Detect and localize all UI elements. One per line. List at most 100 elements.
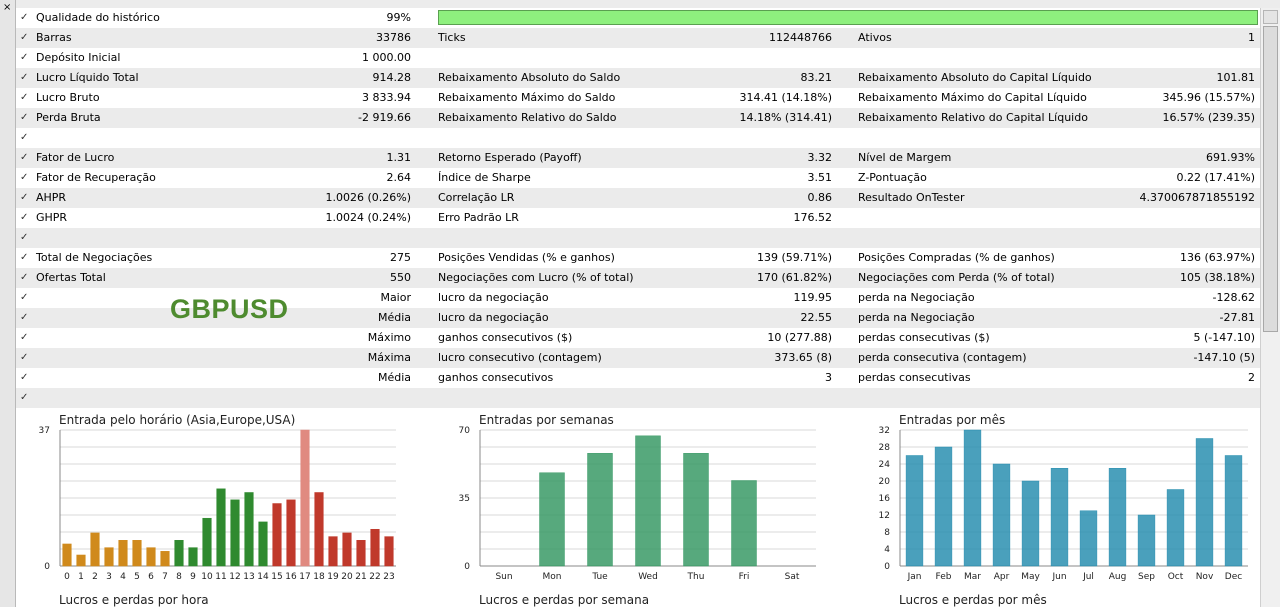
check-icon[interactable]: ✓ [20, 72, 29, 83]
value-col2: 112448766 [769, 31, 832, 44]
bar [216, 488, 226, 567]
bar [286, 499, 296, 567]
stats-row: ✓ [16, 388, 1260, 408]
x-tick-label: 15 [271, 572, 282, 582]
bar [731, 480, 757, 567]
x-tick-label: May [1021, 572, 1040, 582]
check-icon[interactable]: ✓ [20, 232, 29, 243]
label-col2: lucro consecutivo (contagem) [438, 351, 602, 364]
label-col3: Z-Pontuação [858, 171, 927, 184]
label-col2: Rebaixamento Máximo do Saldo [438, 91, 616, 104]
chart-subtitle: Lucros e perdas por hora [59, 593, 209, 607]
check-icon[interactable]: ✓ [20, 272, 29, 283]
label-col2: Negociações com Lucro (% of total) [438, 271, 634, 284]
label-col2: lucro da negociação [438, 291, 549, 304]
check-icon[interactable]: ✓ [20, 12, 29, 23]
bar [384, 536, 394, 567]
chart-title: Entradas por semanas [479, 413, 614, 427]
bar [146, 547, 156, 567]
bar [132, 540, 142, 567]
check-icon[interactable]: ✓ [20, 292, 29, 303]
label-col3: Posições Compradas (% de ganhos) [858, 251, 1055, 264]
value-col1: 33786 [376, 31, 411, 44]
label-col3: perda na Negociação [858, 291, 975, 304]
charts-area: Entrada pelo horário (Asia,Europe,USA) Lu… [39, 413, 1248, 607]
check-icon[interactable]: ✓ [20, 132, 29, 143]
check-icon[interactable]: ✓ [20, 172, 29, 183]
bar [1224, 455, 1243, 567]
check-icon[interactable]: ✓ [20, 212, 29, 223]
x-tick-label: Tue [591, 572, 608, 582]
x-tick-label: 23 [383, 572, 394, 582]
check-icon[interactable]: ✓ [20, 32, 29, 43]
x-tick-label: 3 [106, 572, 112, 582]
label-col3: perdas consecutivas [858, 371, 971, 384]
close-icon[interactable]: × [3, 2, 12, 13]
value-col3: 0.22 (17.41%) [1176, 171, 1255, 184]
y-tick-label: 4 [884, 545, 890, 555]
stats-row: ✓ Total de Negociações 275 Posições Vendida… [16, 248, 1260, 268]
bar [992, 463, 1011, 567]
value-col1: Média [377, 371, 411, 384]
label-col2: Rebaixamento Absoluto do Saldo [438, 71, 621, 84]
value-col3: 16.57% (239.35) [1162, 111, 1255, 124]
value-col2: 119.95 [793, 291, 833, 304]
bar [370, 528, 380, 567]
value-col3: 4.370067871855192 [1139, 191, 1255, 204]
check-icon[interactable]: ✓ [20, 392, 29, 403]
x-tick-label: Sun [495, 572, 512, 582]
chart-subtitle: Lucros e perdas por mês [899, 593, 1047, 607]
bar [244, 492, 254, 567]
check-icon[interactable]: ✓ [20, 52, 29, 63]
bar [230, 499, 240, 567]
x-tick-label: 6 [148, 572, 154, 582]
x-tick-label: Wed [638, 572, 658, 582]
label-col1: GHPR [36, 211, 68, 224]
label-col1: Fator de Lucro [36, 151, 115, 164]
value-col2: 170 (61.82%) [756, 271, 832, 284]
value-col1: Máxima [367, 351, 411, 364]
label-col1: Total de Negociações [36, 251, 153, 264]
check-icon[interactable]: ✓ [20, 152, 29, 163]
check-icon[interactable]: ✓ [20, 372, 29, 383]
x-tick-label: 18 [313, 572, 325, 582]
value-col2: 83.21 [800, 71, 833, 84]
bar [62, 543, 72, 567]
value-col3: -27.81 [1219, 311, 1255, 324]
stats-row: ✓ Fator de Lucro 1.31 Retorno Esperado (Pay… [16, 148, 1260, 168]
check-icon[interactable]: ✓ [20, 312, 29, 323]
check-icon[interactable]: ✓ [20, 332, 29, 343]
y-tick-label: 0 [44, 562, 50, 572]
bar [963, 429, 982, 567]
x-tick-label: 10 [201, 572, 213, 582]
label-col1: Fator de Recuperação [36, 171, 156, 184]
x-tick-label: 5 [134, 572, 140, 582]
bar [1166, 489, 1185, 567]
check-icon[interactable]: ✓ [20, 192, 29, 203]
vertical-scrollbar[interactable] [1260, 8, 1280, 607]
x-tick-label: Dec [1225, 572, 1242, 582]
bar [905, 455, 924, 567]
value-col3: 136 (63.97%) [1179, 251, 1255, 264]
check-icon[interactable]: ✓ [20, 252, 29, 263]
x-tick-label: 16 [285, 572, 297, 582]
check-icon[interactable]: ✓ [20, 92, 29, 103]
check-icon[interactable]: ✓ [20, 112, 29, 123]
bar [1050, 468, 1069, 567]
x-tick-label: Thu [687, 572, 705, 582]
chart-subtitle: Lucros e perdas por semana [479, 593, 649, 607]
x-tick-label: 14 [257, 572, 269, 582]
report-panel: ✓ Qualidade do histórico 99% ✓ Barras 3378… [16, 8, 1260, 607]
bar [188, 547, 198, 567]
label-col1: Ofertas Total [36, 271, 106, 284]
y-tick-label: 0 [884, 562, 890, 572]
left-strip: × [0, 0, 16, 607]
x-tick-label: 4 [120, 572, 126, 582]
value-col2: 373.65 (8) [774, 351, 832, 364]
scroll-thumb[interactable] [1263, 26, 1278, 332]
label-col3: Rebaixamento Absoluto do Capital Líquido [858, 71, 1092, 84]
check-icon[interactable]: ✓ [20, 352, 29, 363]
label-col2: ganhos consecutivos ($) [438, 331, 573, 344]
stats-row: ✓ [16, 228, 1260, 248]
scroll-up-button[interactable] [1263, 10, 1278, 24]
